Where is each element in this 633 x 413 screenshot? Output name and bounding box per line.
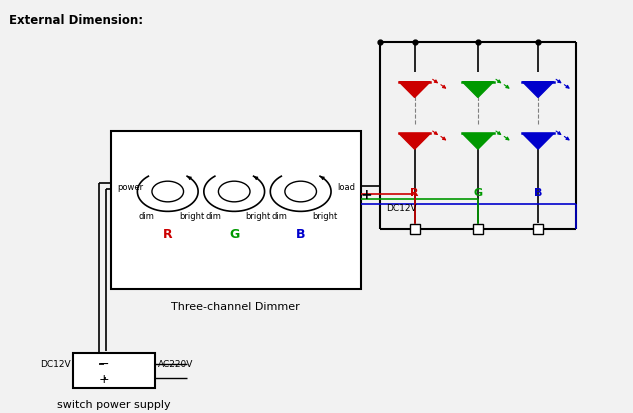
Text: R: R (163, 228, 173, 240)
Text: B: B (534, 188, 542, 198)
Bar (533, 224, 543, 235)
Circle shape (152, 182, 184, 202)
Text: dim: dim (205, 212, 222, 221)
Text: External Dimension:: External Dimension: (9, 14, 144, 27)
Text: switch power supply: switch power supply (57, 399, 171, 408)
Polygon shape (462, 83, 494, 98)
Bar (410, 224, 420, 235)
Text: R: R (410, 188, 419, 198)
Text: B: B (296, 228, 306, 240)
Text: dim: dim (272, 212, 288, 221)
Polygon shape (522, 134, 554, 150)
Polygon shape (462, 134, 494, 150)
Polygon shape (522, 83, 554, 98)
Bar (73, 353, 155, 388)
Text: +: + (360, 187, 372, 201)
Text: DC12V: DC12V (40, 359, 70, 368)
Text: power: power (117, 183, 143, 192)
Text: load: load (338, 183, 356, 192)
Circle shape (285, 182, 316, 202)
Polygon shape (399, 83, 430, 98)
Bar (473, 224, 483, 235)
Polygon shape (399, 134, 430, 150)
Text: G: G (229, 228, 239, 240)
Circle shape (218, 182, 250, 202)
Text: AC220V: AC220V (158, 359, 194, 368)
Text: dim: dim (139, 212, 155, 221)
Text: −: − (99, 357, 110, 370)
Text: Three-channel Dimmer: Three-channel Dimmer (172, 301, 300, 311)
Text: bright: bright (179, 212, 204, 221)
Text: bright: bright (312, 212, 337, 221)
Text: DC12V: DC12V (386, 204, 417, 213)
Text: bright: bright (246, 212, 271, 221)
Text: G: G (473, 188, 482, 198)
Bar (111, 132, 361, 289)
Text: +: + (99, 372, 110, 385)
